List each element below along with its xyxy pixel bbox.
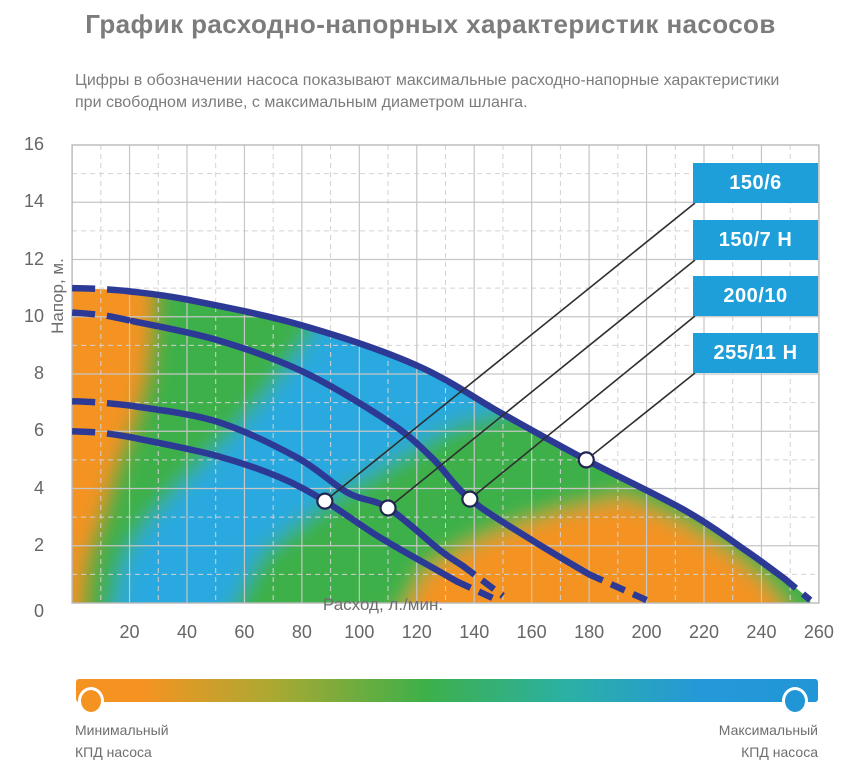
- y-tick-12: 12: [23, 248, 44, 269]
- x-tick-60: 60: [234, 622, 255, 642]
- x-tick-260: 260: [803, 622, 834, 642]
- x-tick-140: 140: [459, 622, 490, 642]
- curve-head-0: [71, 428, 131, 441]
- y-tick-10: 10: [23, 305, 44, 326]
- callout-lines: [324, 202, 696, 509]
- x-tick-180: 180: [574, 622, 605, 642]
- curve-tail-3: [782, 576, 813, 603]
- y-tick-14: 14: [23, 191, 44, 212]
- max-efficiency-marker-dot: [782, 687, 808, 715]
- max-efficiency-label: Максимальный КПД насоса: [618, 719, 818, 763]
- x-tick-100: 100: [344, 622, 375, 642]
- page-subtitle-line1: Цифры в обозначении насоса показывают ма…: [75, 72, 780, 89]
- efficiency-legend-gradient-bar: [76, 679, 818, 702]
- y-tick-0: 0: [33, 601, 44, 621]
- x-tick-160: 160: [516, 622, 547, 642]
- y-tick-8: 8: [33, 363, 44, 383]
- curve-head-1: [71, 397, 130, 409]
- curve-tail-2: [587, 571, 648, 604]
- pump-model-label-150-7n: 150/7 Н: [693, 220, 818, 260]
- marker-dot-2: [461, 490, 479, 508]
- curve-solid-1: [126, 402, 466, 570]
- curve-tail-0: [455, 578, 499, 604]
- x-tick-80: 80: [291, 622, 312, 642]
- y-tick-4: 4: [33, 477, 44, 498]
- callout-line-1: [387, 259, 696, 509]
- curve-head-2: [71, 309, 134, 325]
- marker-dot-3: [577, 451, 595, 469]
- pump-model-label-255-11n: 255/11 Н: [693, 333, 818, 373]
- curve-marker-dots: [316, 451, 595, 517]
- page-subtitle: Цифры в обозначении насоса показывают ма…: [75, 70, 840, 114]
- x-tick-40: 40: [176, 622, 197, 642]
- y-tick-2: 2: [33, 534, 44, 555]
- x-tick-220: 220: [688, 622, 720, 642]
- callout-line-3: [585, 372, 696, 461]
- marker-dot-0: [316, 492, 334, 510]
- pump-model-label-150-6: 150/6: [693, 163, 818, 203]
- curve-tail-1: [460, 563, 505, 599]
- x-axis-title: Расход, л./мин.: [322, 595, 444, 614]
- curve-solid-3: [123, 287, 788, 582]
- curve-head-3: [72, 284, 127, 295]
- marker-dot-1: [379, 499, 397, 517]
- y-tick-6: 6: [33, 420, 44, 441]
- y-tick-16: 16: [23, 134, 44, 154]
- min-efficiency-label-line2: КПД насоса: [75, 744, 152, 760]
- min-efficiency-label: Минимальный КПД насоса: [75, 719, 169, 763]
- efficiency-band-orange: [376, 498, 808, 603]
- x-tick-20: 20: [119, 622, 140, 642]
- x-tick-200: 200: [631, 622, 662, 642]
- callout-line-2: [469, 315, 696, 500]
- max-efficiency-label-line2: КПД насоса: [741, 744, 818, 760]
- curve-solid-2: [129, 317, 593, 578]
- pump-model-label-200-10: 200/10: [693, 276, 818, 316]
- page-title: График расходно-напорных характеристик н…: [85, 9, 776, 39]
- callout-line-0: [324, 202, 696, 502]
- max-efficiency-label-line1: Максимальный: [718, 722, 818, 738]
- min-efficiency-marker-dot: [78, 687, 104, 715]
- x-tick-120: 120: [401, 622, 432, 642]
- y-axis-title: Напор, м.: [48, 258, 67, 334]
- page-subtitle-line2: при свободном изливе, с максимальным диа…: [75, 94, 528, 111]
- min-efficiency-label-line1: Минимальный: [75, 722, 169, 738]
- x-tick-240: 240: [746, 622, 777, 642]
